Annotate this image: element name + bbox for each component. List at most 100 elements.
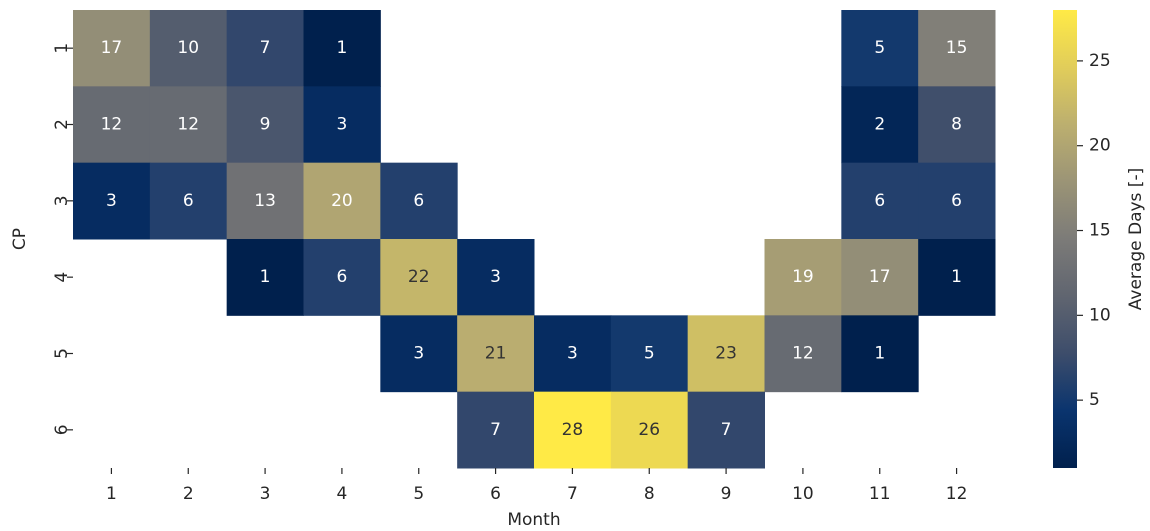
heatmap-cell xyxy=(73,10,151,87)
cell-label: 21 xyxy=(485,344,507,364)
heatmap-cell xyxy=(226,10,304,87)
cell-label: 26 xyxy=(638,420,660,440)
cell-label: 2 xyxy=(874,115,885,135)
cell-label: 17 xyxy=(101,38,123,58)
cell-label: 22 xyxy=(408,267,430,287)
heatmap-cell xyxy=(534,391,612,469)
colorbar-tick-label: 15 xyxy=(1089,221,1111,241)
cell-label: 6 xyxy=(413,191,424,211)
cell-label: 17 xyxy=(869,267,891,287)
x-tick-label: 12 xyxy=(946,484,968,504)
heatmap-cell xyxy=(841,315,919,393)
cell-label: 13 xyxy=(254,191,276,211)
heatmap-cell xyxy=(841,239,919,316)
cell-label: 1 xyxy=(874,344,885,364)
cell-label: 12 xyxy=(177,115,199,135)
x-tick-label: 5 xyxy=(413,484,424,504)
cell-label: 3 xyxy=(337,115,348,135)
heatmap-cell xyxy=(73,86,151,164)
heatmap-cell xyxy=(918,86,996,164)
colorbar-tick-label: 5 xyxy=(1089,390,1100,410)
heatmap-cell xyxy=(687,315,765,393)
y-tick-label: 4 xyxy=(52,272,72,283)
heatmap-cell xyxy=(457,391,535,469)
heatmap-cell xyxy=(764,315,842,393)
cell-label: 19 xyxy=(792,267,814,287)
colorbar-tick-label: 10 xyxy=(1089,305,1111,325)
heatmap-cell xyxy=(764,239,842,316)
cell-label: 7 xyxy=(490,420,501,440)
x-axis-label: Month xyxy=(507,510,560,530)
cell-label: 28 xyxy=(562,420,584,440)
x-tick-label: 10 xyxy=(792,484,814,504)
heatmap-cell xyxy=(380,162,458,240)
cell-label: 3 xyxy=(413,344,424,364)
heatmap-cell xyxy=(918,239,996,316)
colorbar xyxy=(1053,10,1077,468)
cell-label: 5 xyxy=(644,344,655,364)
cell-label: 9 xyxy=(260,115,271,135)
cell-label: 8 xyxy=(951,115,962,135)
heatmap-cell xyxy=(687,391,765,469)
colorbar-label: Average Days [-] xyxy=(1126,168,1146,310)
heatmap-cell xyxy=(226,162,304,240)
heatmap-cell xyxy=(303,10,381,87)
cell-label: 1 xyxy=(337,38,348,58)
cell-label: 6 xyxy=(874,191,885,211)
cell-label: 6 xyxy=(183,191,194,211)
heatmap-cell xyxy=(610,391,689,469)
heatmap-cell xyxy=(841,86,919,164)
cell-label: 12 xyxy=(101,115,123,135)
y-tick-label: 6 xyxy=(52,424,72,435)
heatmap-cell xyxy=(918,10,996,87)
heatmap-cell xyxy=(149,162,228,240)
heatmap-cell xyxy=(226,239,304,316)
heatmap-cell xyxy=(534,315,612,393)
heatmap-cell xyxy=(303,86,381,164)
colorbar-tick-label: 20 xyxy=(1089,136,1111,156)
heatmap-cell xyxy=(380,239,458,316)
heatmap-cell xyxy=(303,162,381,240)
heatmap-cell xyxy=(841,162,919,240)
x-tick-label: 4 xyxy=(337,484,348,504)
heatmap-cell xyxy=(841,10,919,87)
cell-label: 6 xyxy=(337,267,348,287)
x-tick-label: 3 xyxy=(260,484,271,504)
y-axis-label: CP xyxy=(10,228,30,250)
cell-label: 3 xyxy=(490,267,501,287)
x-tick-label: 6 xyxy=(490,484,501,504)
cell-label: 5 xyxy=(874,38,885,58)
heatmap-cell xyxy=(918,162,996,240)
x-tick-label: 7 xyxy=(567,484,578,504)
cell-label: 23 xyxy=(715,344,737,364)
cell-label: 10 xyxy=(177,38,199,58)
x-tick-label: 9 xyxy=(721,484,732,504)
y-tick-label: 3 xyxy=(52,195,72,206)
cell-label: 7 xyxy=(260,38,271,58)
heatmap-cell xyxy=(149,86,228,164)
heatmap-cell xyxy=(226,86,304,164)
cell-label: 3 xyxy=(567,344,578,364)
cell-label: 20 xyxy=(331,191,353,211)
heatmap-cell xyxy=(380,315,458,393)
heatmap-cell xyxy=(149,10,228,87)
y-tick-label: 2 xyxy=(52,119,72,130)
cell-label: 15 xyxy=(946,38,968,58)
x-tick-label: 1 xyxy=(106,484,117,504)
cell-label: 7 xyxy=(721,420,732,440)
heatmap-cell xyxy=(303,239,381,316)
cell-label: 1 xyxy=(951,267,962,287)
x-tick-label: 8 xyxy=(644,484,655,504)
colorbar-tick-label: 25 xyxy=(1089,51,1111,71)
cell-label: 1 xyxy=(260,267,271,287)
cell-label: 6 xyxy=(951,191,962,211)
heatmap-cell xyxy=(457,239,535,316)
cell-label: 3 xyxy=(106,191,117,211)
y-tick-label: 5 xyxy=(52,348,72,359)
heatmap-cell xyxy=(610,315,689,393)
heatmap-cell xyxy=(73,162,151,240)
x-tick-label: 11 xyxy=(869,484,891,504)
heatmap-cell xyxy=(457,315,535,393)
cell-label: 12 xyxy=(792,344,814,364)
